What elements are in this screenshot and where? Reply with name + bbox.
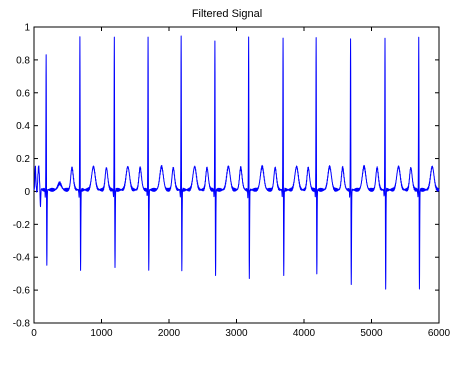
y-tick-label: 0 <box>24 187 30 198</box>
axis-ticks <box>33 26 440 324</box>
chart-title: Filtered Signal <box>192 8 262 20</box>
plot-area <box>33 26 440 324</box>
y-tick-label: 0.4 <box>16 121 30 132</box>
series-line-filtered-signal <box>33 35 440 290</box>
x-tick-label: 0 <box>31 328 37 339</box>
y-tick-label: 0.2 <box>16 154 30 165</box>
x-tick-label: 6000 <box>428 328 451 339</box>
x-tick-label: 1000 <box>90 328 113 339</box>
x-tick-label: 5000 <box>360 328 383 339</box>
x-tick-label: 2000 <box>158 328 181 339</box>
y-tick-label: 1 <box>24 23 30 34</box>
y-tick-label: 0.8 <box>16 55 30 66</box>
axis-tick-labels: 0 1000 2000 3000 4000 5000 6000 -0.8 -0.6 -0.4 -0.… <box>13 23 451 340</box>
y-tick-label: -0.4 <box>13 253 31 264</box>
x-tick-label: 4000 <box>293 328 316 339</box>
y-tick-label: -0.8 <box>13 319 31 330</box>
x-tick-label: 3000 <box>225 328 248 339</box>
y-tick-label: -0.6 <box>13 286 31 297</box>
y-tick-label: -0.2 <box>13 220 31 231</box>
y-tick-label: 0.6 <box>16 88 30 99</box>
